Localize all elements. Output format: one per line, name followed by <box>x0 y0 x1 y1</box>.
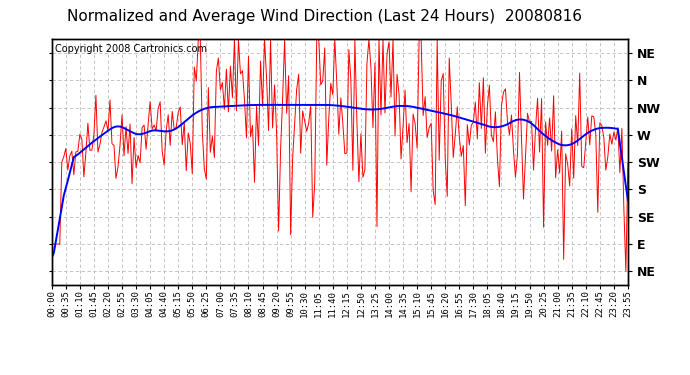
Text: Copyright 2008 Cartronics.com: Copyright 2008 Cartronics.com <box>55 44 206 54</box>
Text: Normalized and Average Wind Direction (Last 24 Hours)  20080816: Normalized and Average Wind Direction (L… <box>67 9 582 24</box>
